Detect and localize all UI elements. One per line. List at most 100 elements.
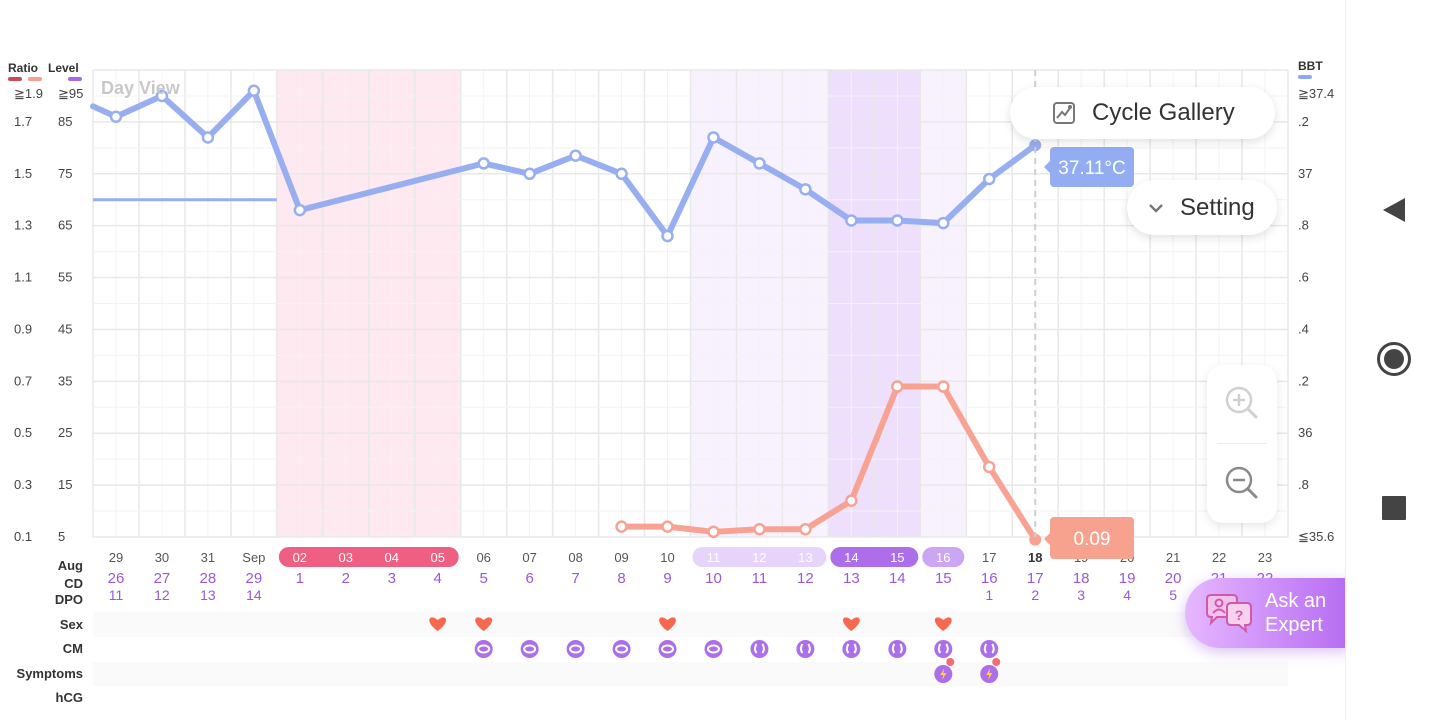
bbt-tick-label: .4 (1298, 321, 1309, 336)
level-tick-label: 25 (58, 425, 72, 440)
cm-watery-icon (983, 643, 995, 654)
date-label: 06 (476, 550, 490, 565)
svg-text:?: ? (1235, 607, 1244, 623)
date-label: 31 (201, 550, 215, 565)
ratio-tick-label: 0.5 (14, 425, 32, 440)
ratio-point (799, 522, 812, 536)
cm-icon (658, 640, 677, 658)
month-row-label: Aug (58, 558, 83, 573)
ratio-tick-label: 0.7 (14, 373, 32, 388)
ratio-tick-label: 0.3 (14, 477, 32, 492)
date-label: 16 (936, 550, 950, 565)
ratio-tick-label: 1.3 (14, 218, 32, 233)
expert-chat-icon: ? (1206, 594, 1252, 633)
dpo-label: 13 (200, 587, 216, 603)
bbt-point (569, 149, 582, 162)
level-tick-label: ≧95 (58, 86, 83, 101)
bbt-point (891, 214, 904, 227)
home-button[interactable] (1376, 341, 1412, 377)
hcg-row-label: hCG (56, 690, 83, 705)
setting-button[interactable]: Setting (1127, 180, 1277, 235)
level-legend-swatch (68, 77, 82, 81)
chart-gallery-icon (1053, 102, 1075, 124)
level-tick-label: 35 (58, 373, 72, 388)
cm-watery-icon (937, 643, 949, 654)
cd-label: 18 (1073, 570, 1090, 587)
cd-label: 17 (1027, 570, 1044, 587)
date-label: 23 (1258, 550, 1272, 565)
date-pill-period (278, 547, 459, 567)
bbt-tick-label: .8 (1298, 218, 1309, 233)
heart-icon (659, 617, 676, 631)
cd-label: 28 (200, 570, 217, 587)
dpo-label: 14 (246, 587, 262, 603)
bbt-tick-label: .8 (1298, 477, 1309, 492)
symptoms-row-label: Symptoms (17, 666, 83, 681)
cm-icon (474, 640, 493, 658)
bbt-callout-text: 37.11°C (1058, 158, 1125, 179)
cm-egg-white-icon (615, 644, 629, 654)
back-button[interactable] (1376, 192, 1412, 228)
cd-label: 9 (663, 570, 671, 587)
cm-icon (842, 640, 861, 658)
tracking-rows (93, 612, 1288, 686)
date-label: Sep (242, 550, 265, 565)
bbt-legend-label: BBT (1298, 59, 1323, 73)
cd-label: 1 (296, 570, 304, 587)
ratio-point (615, 520, 628, 533)
recents-button[interactable] (1376, 490, 1412, 526)
ask-expert-line2: Expert (1265, 614, 1323, 636)
cd-label: 2 (342, 570, 350, 587)
bbt-tick-label: .2 (1298, 114, 1309, 129)
cm-icon (750, 640, 769, 658)
cm-watery-icon (799, 643, 811, 654)
ratio-tick-label: 0.9 (14, 321, 32, 336)
cd-label: 4 (434, 570, 442, 587)
ratio-point (661, 520, 674, 533)
bbt-tick-label: ≧37.4 (1298, 86, 1334, 101)
level-tick-label: 55 (58, 270, 72, 285)
zoom-in-icon[interactable] (1222, 383, 1262, 423)
heart-icon (429, 617, 447, 631)
cm-icon (520, 640, 539, 658)
cd-label: 29 (246, 570, 263, 587)
date-label: 15 (890, 550, 904, 565)
bbt-point (753, 157, 766, 170)
ratio-point (937, 380, 950, 393)
date-label: 02 (293, 550, 307, 565)
bbt-point (477, 157, 490, 170)
bbt-point (707, 131, 720, 144)
dpo-label: 12 (154, 587, 170, 603)
cycle-gallery-button[interactable]: Cycle Gallery (1010, 87, 1275, 139)
date-label: 12 (752, 550, 766, 565)
dpo-label: 5 (1169, 587, 1177, 603)
ask-expert-button[interactable]: ? Ask an Expert (1185, 578, 1350, 648)
bbt-point (523, 167, 536, 181)
cm-icon (612, 640, 631, 658)
zoom-out-icon[interactable] (1222, 463, 1262, 503)
sex-row-label: Sex (60, 617, 84, 632)
level-tick-label: 15 (58, 477, 72, 492)
chart-series (90, 70, 1042, 546)
chevron-down-icon (1149, 203, 1163, 213)
level-tick-label: 85 (58, 114, 72, 129)
bbt-point (247, 84, 261, 98)
symptom-bolt-icon (940, 668, 947, 680)
date-label: 08 (568, 550, 582, 565)
recents-square-icon (1382, 496, 1406, 520)
ratio-tick-label: ≧1.9 (14, 86, 43, 101)
cd-label: 5 (480, 570, 488, 587)
cm-egg-white-icon (477, 644, 491, 654)
ratio-tick-label: 1.5 (14, 166, 32, 181)
cd-label: 26 (108, 570, 125, 587)
ratio-point (845, 494, 858, 507)
ratio-tick-label: 0.1 (14, 529, 32, 544)
home-circle-icon (1377, 342, 1411, 376)
ratio-point (707, 525, 720, 539)
cm-icon (566, 640, 585, 658)
date-label: 07 (522, 550, 536, 565)
level-tick-label: 65 (58, 218, 72, 233)
bbt-tick-label: 36 (1298, 425, 1312, 440)
ratio-point (753, 522, 766, 536)
cd-label: 13 (843, 570, 860, 587)
